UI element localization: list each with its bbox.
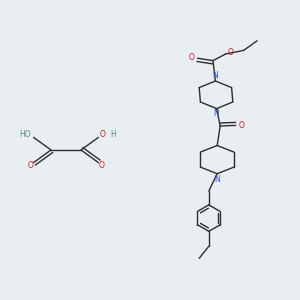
Text: N: N bbox=[214, 175, 220, 184]
Text: O: O bbox=[228, 48, 234, 57]
Text: N: N bbox=[212, 71, 218, 80]
Text: O: O bbox=[98, 161, 104, 170]
Text: O: O bbox=[100, 130, 106, 139]
Text: O: O bbox=[239, 121, 245, 130]
Text: O: O bbox=[28, 161, 34, 170]
Text: H: H bbox=[110, 130, 116, 139]
Text: O: O bbox=[188, 53, 194, 62]
Text: N: N bbox=[214, 110, 220, 118]
Text: HO: HO bbox=[19, 130, 30, 139]
